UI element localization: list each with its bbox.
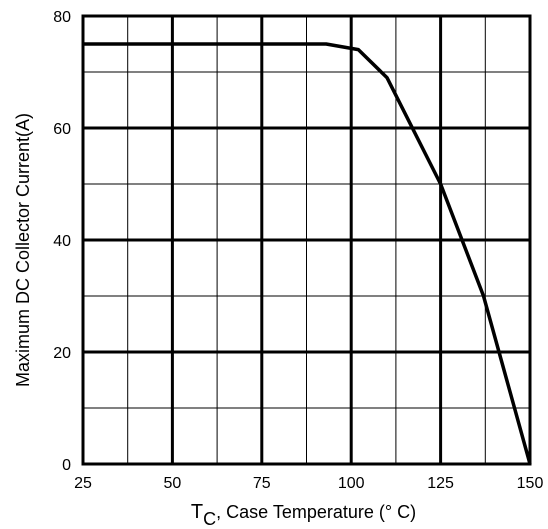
y-tick-label: 0: [62, 457, 71, 474]
x-axis-title-rest: , Case Temperature (° C): [216, 502, 416, 522]
x-axis-title: TC, Case Temperature (° C): [191, 501, 416, 529]
y-tick-label: 80: [53, 9, 71, 26]
series-layer: [83, 42, 532, 465]
y-tick-labels: 0 20 40 60 80: [53, 9, 71, 474]
y-axis-title: Maximum DC Collector Current(A): [13, 113, 33, 387]
x-axis-title-sub: C: [203, 509, 216, 529]
series-line: [83, 42, 532, 465]
x-tick-label: 125: [427, 475, 454, 492]
x-tick-label: 25: [74, 475, 92, 492]
grid-major: [83, 16, 530, 464]
y-tick-label: 40: [53, 233, 71, 250]
x-tick-label: 100: [338, 475, 365, 492]
plot-frame: [81, 14, 532, 466]
y-tick-label: 20: [53, 345, 71, 362]
x-tick-label: 150: [517, 475, 544, 492]
x-tick-labels: 25 50 75 100 125 150: [74, 475, 543, 492]
y-tick-label: 60: [53, 121, 71, 138]
x-axis-title-main: T: [191, 501, 203, 523]
x-tick-label: 75: [253, 475, 271, 492]
x-tick-label: 50: [164, 475, 182, 492]
